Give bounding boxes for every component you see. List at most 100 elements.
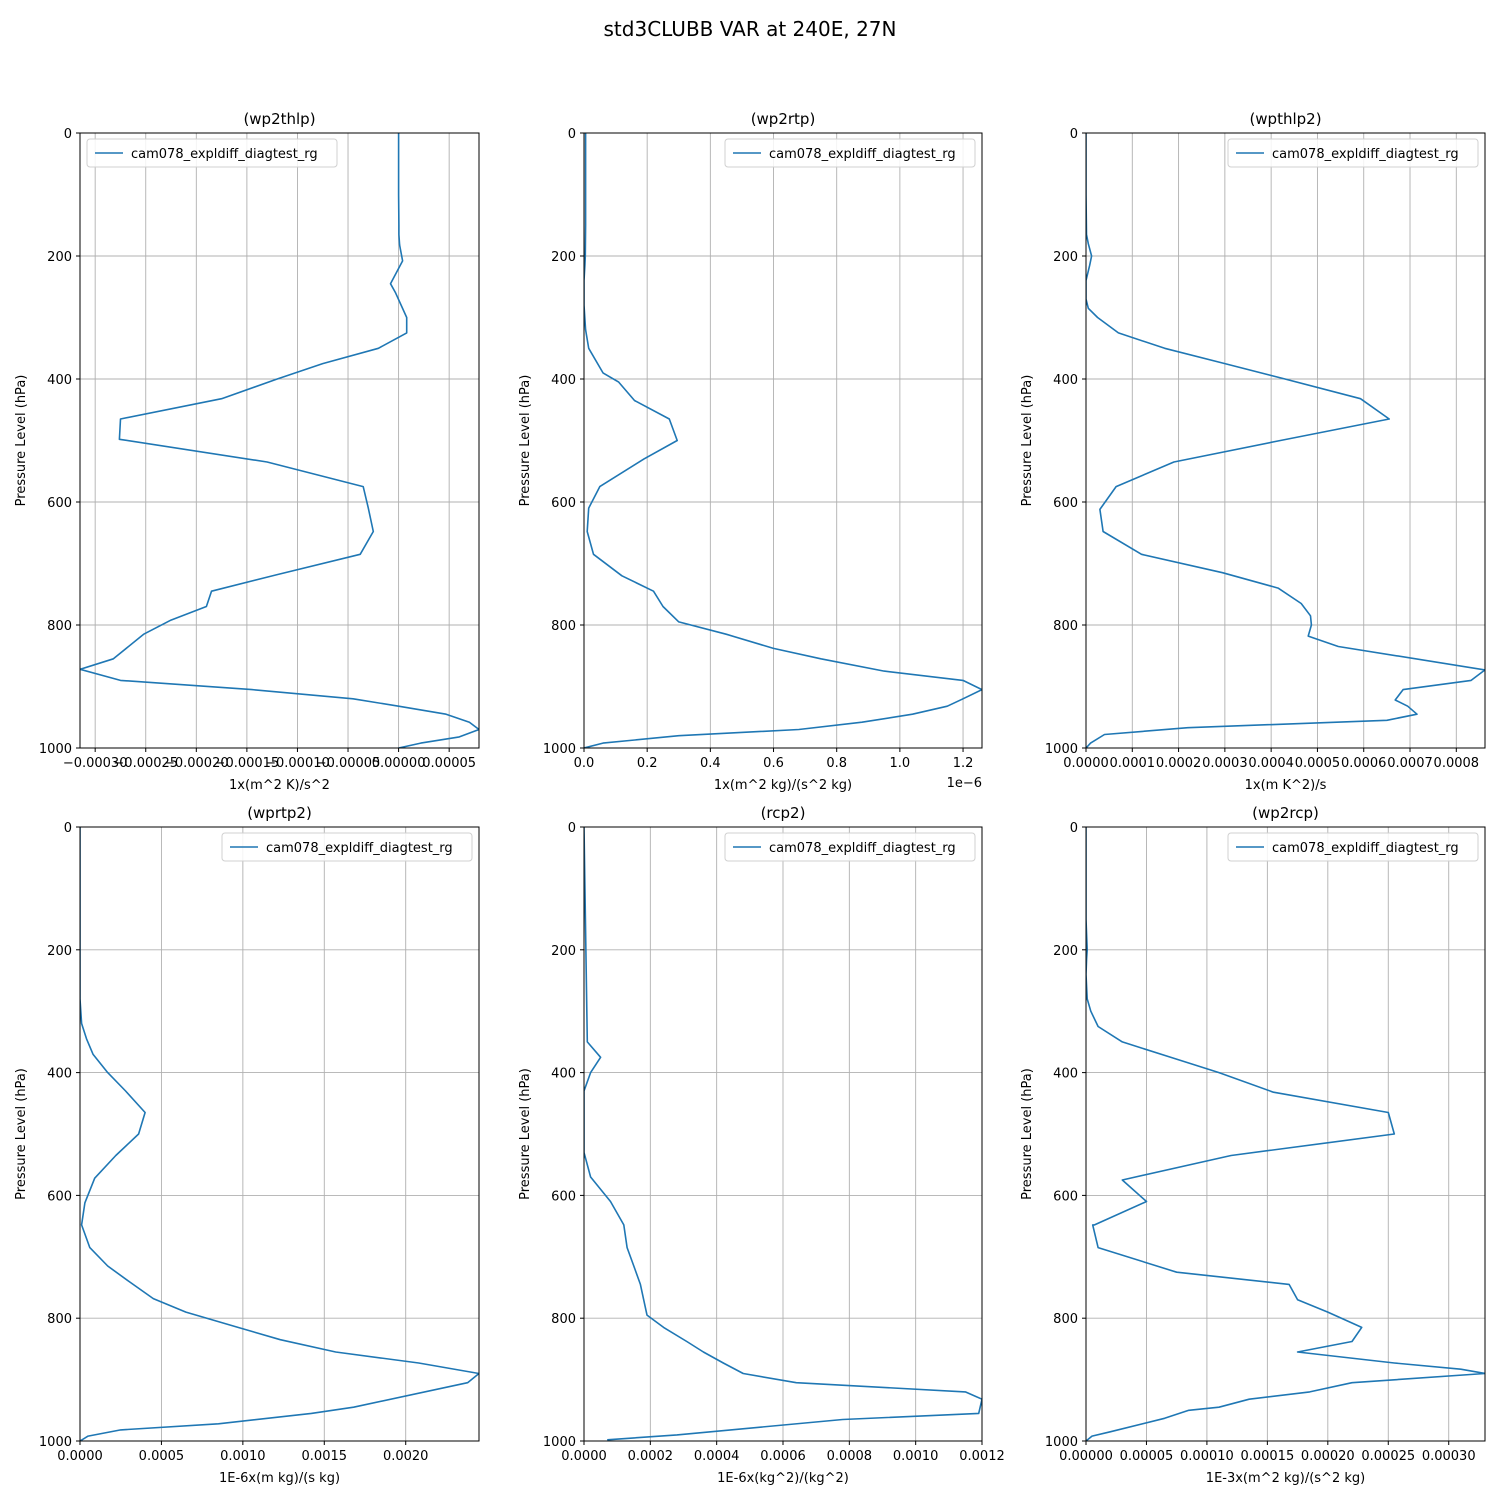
x-tick-label: 0.4 (700, 756, 721, 771)
x-axis-label: 1E-6x(kg^2)/(kg^2) (717, 1471, 849, 1486)
y-tick-label: 800 (551, 619, 576, 634)
x-tick-label: −0.00010 (265, 756, 330, 771)
legend-box (221, 832, 473, 862)
y-tick-label: 400 (47, 373, 72, 388)
y-tick-label: 0 (1070, 127, 1078, 142)
series-line (584, 133, 982, 748)
x-tick-label: 0.0000 (1063, 756, 1109, 771)
axes-frame (79, 132, 480, 749)
y-axis-label: Pressure Level (hPa) (518, 375, 533, 507)
y-axis-label: Pressure Level (hPa) (518, 1068, 533, 1200)
x-tick-label: 0.0008 (827, 1449, 873, 1464)
x-tick-label: −0.00020 (164, 756, 229, 771)
y-tick-label: 400 (47, 1067, 72, 1082)
y-tick-label: 1000 (1045, 742, 1078, 757)
x-tick-label: 0.6 (763, 756, 784, 771)
legend: cam078_expldiff_diagtest_rg (724, 138, 976, 168)
legend-label: cam078_expldiff_diagtest_rg (769, 841, 956, 856)
y-tick-label: 400 (1053, 1067, 1078, 1082)
chart-panel-1: (wp2thlp)−0.00030−0.00025−0.00020−0.0001… (14, 110, 480, 793)
y-axis-label: Pressure Level (hPa) (14, 375, 29, 507)
x-tick-label: −0.00015 (215, 756, 280, 771)
series-line (1086, 133, 1485, 748)
axes-frame (79, 826, 480, 1442)
y-tick-label: 600 (551, 1189, 576, 1204)
y-tick-label: 1000 (1045, 1435, 1078, 1450)
x-tick-label: 0.0010 (220, 1449, 266, 1464)
x-tick-label: 0.0000 (561, 1449, 607, 1464)
axes-frame (1085, 132, 1486, 749)
x-tick-label: 0.0006 (760, 1449, 806, 1464)
x-tick-label: 0.2 (637, 756, 658, 771)
y-tick-label: 600 (1053, 496, 1078, 511)
series-line (80, 133, 479, 748)
series-line (1086, 827, 1485, 1441)
legend: cam078_expldiff_diagtest_rg (724, 832, 976, 862)
chart-title: (rcp2) (761, 804, 806, 822)
series-line (80, 827, 479, 1441)
x-tick-label: 0.0007 (1387, 756, 1433, 771)
x-tick-label: 0.0006 (1341, 756, 1387, 771)
y-tick-label: 200 (551, 944, 576, 959)
figure-title: std3CLUBB VAR at 240E, 27N (604, 17, 897, 41)
x-tick-label: 0.0020 (383, 1449, 429, 1464)
chart-title: (wp2rcp) (1252, 804, 1319, 822)
x-tick-label: 0.0005 (1295, 756, 1341, 771)
x-tick-label: −0.00030 (63, 756, 128, 771)
x-tick-label: 0.0003 (1202, 756, 1248, 771)
legend-label: cam078_expldiff_diagtest_rg (131, 147, 318, 162)
x-axis-label: 1x(m^2 kg)/(s^2 kg) (714, 778, 852, 793)
x-tick-label: 0.0010 (893, 1449, 939, 1464)
y-axis-label: Pressure Level (hPa) (1020, 1068, 1035, 1200)
x-tick-label: 0.00030 (1422, 1449, 1476, 1464)
x-tick-label: 0.0002 (628, 1449, 674, 1464)
x-axis-label: 1x(m^2 K)/s^2 (229, 778, 330, 793)
legend-label: cam078_expldiff_diagtest_rg (1272, 147, 1459, 162)
y-tick-label: 400 (551, 1067, 576, 1082)
y-tick-label: 200 (47, 250, 72, 265)
x-tick-label: 0.0 (574, 756, 595, 771)
x-tick-label: 0.00000 (1059, 1449, 1113, 1464)
x-tick-label: 0.00005 (1120, 1449, 1174, 1464)
chart-title: (wp2thlp) (243, 110, 315, 128)
y-tick-label: 0 (568, 127, 576, 142)
x-tick-label: 0.0015 (302, 1449, 348, 1464)
x-tick-label: 0.00015 (1240, 1449, 1294, 1464)
x-tick-label: 0.00005 (422, 756, 476, 771)
x-tick-label: 0.8 (826, 756, 847, 771)
legend-label: cam078_expldiff_diagtest_rg (769, 147, 956, 162)
y-tick-label: 200 (1053, 250, 1078, 265)
x-tick-label: 0.00000 (372, 756, 426, 771)
axes-frame (1085, 826, 1486, 1442)
y-axis-label: Pressure Level (hPa) (14, 1068, 29, 1200)
y-tick-label: 600 (551, 496, 576, 511)
x-tick-label: 0.0004 (694, 1449, 740, 1464)
y-tick-label: 0 (64, 127, 72, 142)
legend-label: cam078_expldiff_diagtest_rg (1272, 841, 1459, 856)
y-tick-label: 1000 (39, 1435, 72, 1450)
x-tick-label: 0.0001 (1110, 756, 1156, 771)
y-tick-label: 0 (64, 821, 72, 836)
x-tick-label: 0.00010 (1180, 1449, 1234, 1464)
x-tick-label: 0.0005 (139, 1449, 185, 1464)
y-tick-label: 600 (47, 496, 72, 511)
panels: (wp2thlp)−0.00030−0.00025−0.00020−0.0001… (14, 110, 1486, 1486)
x-tick-label: 1.0 (890, 756, 911, 771)
chart-panel-2: (wp2rtp) 0.0 0.2 0.4 0.6 0.8 1.0 1.2 0 200 400 600 8… (518, 110, 983, 793)
y-tick-label: 800 (1053, 619, 1078, 634)
x-tick-label: 0.0008 (1434, 756, 1480, 771)
x-axis-label: 1E-6x(m kg)/(s kg) (219, 1471, 340, 1486)
legend: cam078_expldiff_diagtest_rg (86, 138, 338, 168)
x-tick-label: 0.0000 (57, 1449, 103, 1464)
y-tick-label: 800 (47, 1312, 72, 1327)
legend-box (1227, 832, 1479, 862)
legend-box (724, 832, 976, 862)
axes-frame (583, 826, 983, 1442)
x-tick-label: 0.0002 (1156, 756, 1202, 771)
y-tick-label: 0 (1070, 821, 1078, 836)
legend: cam078_expldiff_diagtest_rg (221, 832, 473, 862)
legend: cam078_expldiff_diagtest_rg (1227, 832, 1479, 862)
x-tick-label: −0.00005 (316, 756, 381, 771)
y-tick-label: 1000 (543, 1435, 576, 1450)
